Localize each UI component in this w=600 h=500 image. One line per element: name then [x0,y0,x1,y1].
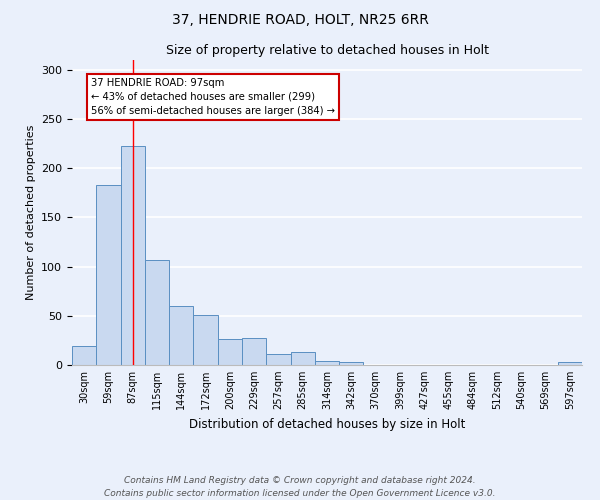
Y-axis label: Number of detached properties: Number of detached properties [26,125,35,300]
Bar [339,362,364,365]
Bar [266,354,290,365]
Bar [121,146,145,365]
Text: Contains HM Land Registry data © Crown copyright and database right 2024.
Contai: Contains HM Land Registry data © Crown c… [104,476,496,498]
Bar [290,352,315,365]
Text: 37, HENDRIE ROAD, HOLT, NR25 6RR: 37, HENDRIE ROAD, HOLT, NR25 6RR [172,12,428,26]
Bar [315,361,339,365]
Bar [218,340,242,365]
Text: 37 HENDRIE ROAD: 97sqm
← 43% of detached houses are smaller (299)
56% of semi-de: 37 HENDRIE ROAD: 97sqm ← 43% of detached… [91,78,335,116]
Bar [242,338,266,365]
Title: Size of property relative to detached houses in Holt: Size of property relative to detached ho… [166,44,488,58]
Bar [558,362,582,365]
Bar [72,346,96,365]
X-axis label: Distribution of detached houses by size in Holt: Distribution of detached houses by size … [189,418,465,430]
Bar [193,315,218,365]
Bar [96,185,121,365]
Bar [169,306,193,365]
Bar [145,260,169,365]
